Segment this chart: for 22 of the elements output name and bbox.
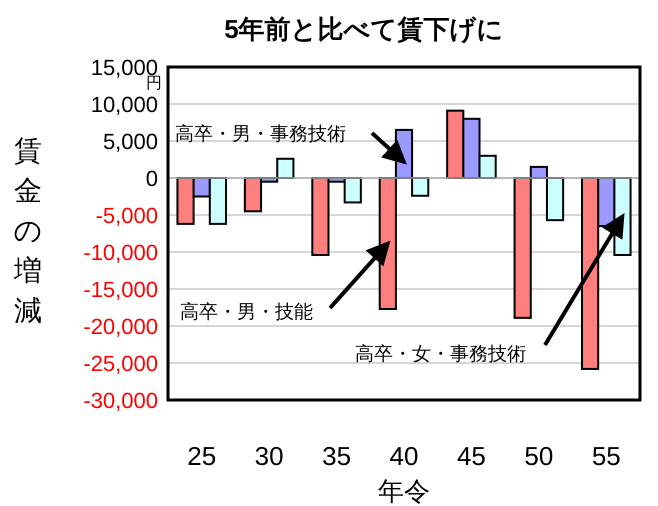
- y-tick-label: -5,000: [96, 203, 158, 228]
- y-tick-label: -20,000: [83, 314, 158, 339]
- x-tick-label: 35: [322, 441, 352, 471]
- y-tick-label: 5,000: [102, 129, 158, 154]
- y-tick-label: -10,000: [83, 240, 158, 265]
- y-tick-label: -25,000: [83, 351, 158, 376]
- x-tick-label: 55: [592, 441, 621, 471]
- x-tick-label: 30: [254, 441, 284, 471]
- y-axis-title: 賃金の増減: [13, 135, 42, 326]
- x-axis-title: 年令: [378, 476, 430, 506]
- chart-title: 5年前と比べて賃下げに: [224, 14, 504, 44]
- x-tick-label: 45: [456, 441, 486, 471]
- y-tick-label: -30,000: [83, 388, 158, 413]
- y-tick-label: 0: [146, 166, 158, 191]
- x-tick-label: 40: [390, 441, 418, 471]
- text: 高卒・女・事務技術: [355, 343, 526, 365]
- legend-label: 高卒・男・事務技術: [175, 123, 346, 145]
- y-tick-label: 10,000: [90, 92, 158, 117]
- x-tick-label: 50: [524, 441, 554, 471]
- y-tick-label: -15,000: [83, 277, 158, 302]
- x-tick-label: 25: [187, 441, 216, 471]
- text: 高卒・男・技能: [180, 301, 313, 323]
